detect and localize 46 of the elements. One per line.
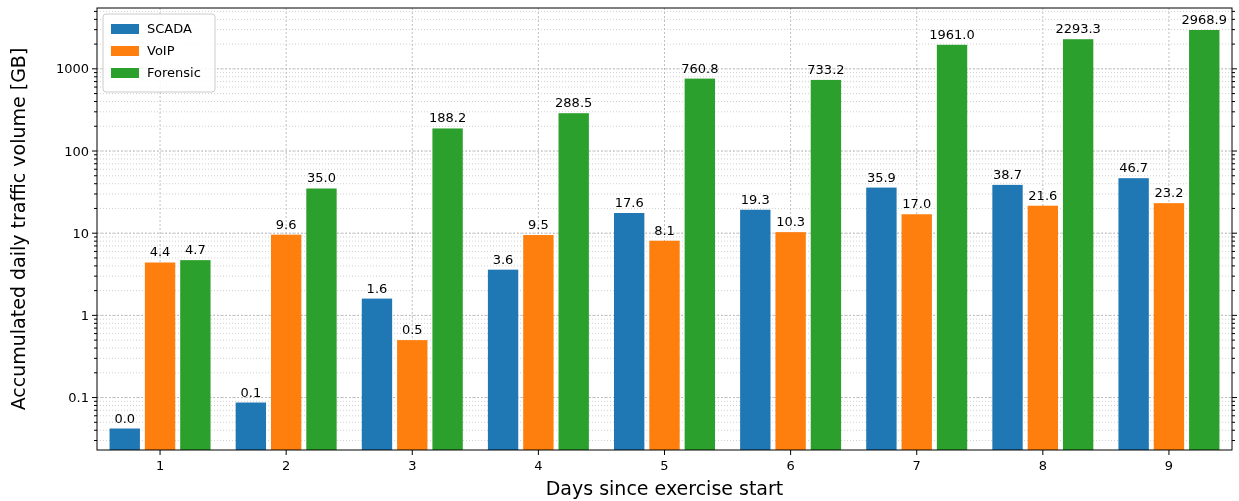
data-label: 35.9 bbox=[866, 169, 896, 185]
x-tick-label: 2 bbox=[282, 458, 291, 473]
data-label: 9.5 bbox=[528, 217, 549, 233]
x-tick-label: 8 bbox=[1038, 458, 1047, 473]
data-label: 0.1 bbox=[240, 384, 262, 400]
data-label: 1.6 bbox=[366, 280, 388, 296]
x-tick-label: 3 bbox=[408, 458, 417, 473]
legend-label: VoIP bbox=[147, 43, 175, 58]
data-label: 2968.9 bbox=[1181, 12, 1228, 27]
data-label: 4.7 bbox=[185, 242, 206, 258]
data-label: 0.0 bbox=[114, 410, 136, 426]
data-label: 760.8 bbox=[681, 60, 719, 76]
x-tick-label: 6 bbox=[786, 458, 795, 473]
data-label: 35.0 bbox=[307, 170, 336, 186]
legend-label: SCADA bbox=[147, 21, 192, 36]
data-label: 38.7 bbox=[993, 166, 1022, 182]
data-label: 3.6 bbox=[492, 251, 514, 267]
data-label: 0.5 bbox=[401, 322, 423, 338]
y-tick-label: 1 bbox=[80, 307, 89, 323]
y-tick-label: 0.1 bbox=[68, 390, 89, 406]
y-tick-label: 1000 bbox=[55, 61, 89, 77]
legend-label: Forensic bbox=[147, 65, 201, 80]
data-label: 10.3 bbox=[776, 214, 806, 230]
x-tick-label: 5 bbox=[660, 458, 669, 473]
y-tick-label: 10 bbox=[72, 225, 89, 241]
data-label: 733.2 bbox=[807, 61, 845, 77]
data-label: 1961.0 bbox=[929, 26, 975, 42]
x-tick-label: 4 bbox=[534, 458, 543, 473]
data-label: 4.4 bbox=[149, 244, 171, 260]
x-axis-title: Days since exercise start bbox=[545, 477, 784, 499]
data-label: 288.5 bbox=[555, 95, 593, 111]
y-tick-label: 100 bbox=[64, 143, 89, 159]
data-label: 188.2 bbox=[428, 110, 467, 126]
y-axis-title: Accumulated daily traffic volume [GB] bbox=[7, 47, 29, 411]
x-tick-label: 1 bbox=[155, 458, 165, 473]
data-label: 8.1 bbox=[654, 222, 675, 238]
x-tick-label: 9 bbox=[1164, 458, 1174, 473]
data-label: 23.2 bbox=[1154, 185, 1184, 201]
data-label: 17.6 bbox=[614, 195, 644, 211]
x-tick-label: 7 bbox=[912, 458, 921, 473]
data-label: 9.6 bbox=[275, 216, 297, 232]
data-label: 21.6 bbox=[1028, 187, 1058, 203]
data-label: 19.3 bbox=[740, 191, 770, 207]
data-label: 17.0 bbox=[902, 196, 932, 212]
data-label: 2293.3 bbox=[1055, 21, 1101, 37]
data-label: 46.7 bbox=[1119, 160, 1149, 176]
